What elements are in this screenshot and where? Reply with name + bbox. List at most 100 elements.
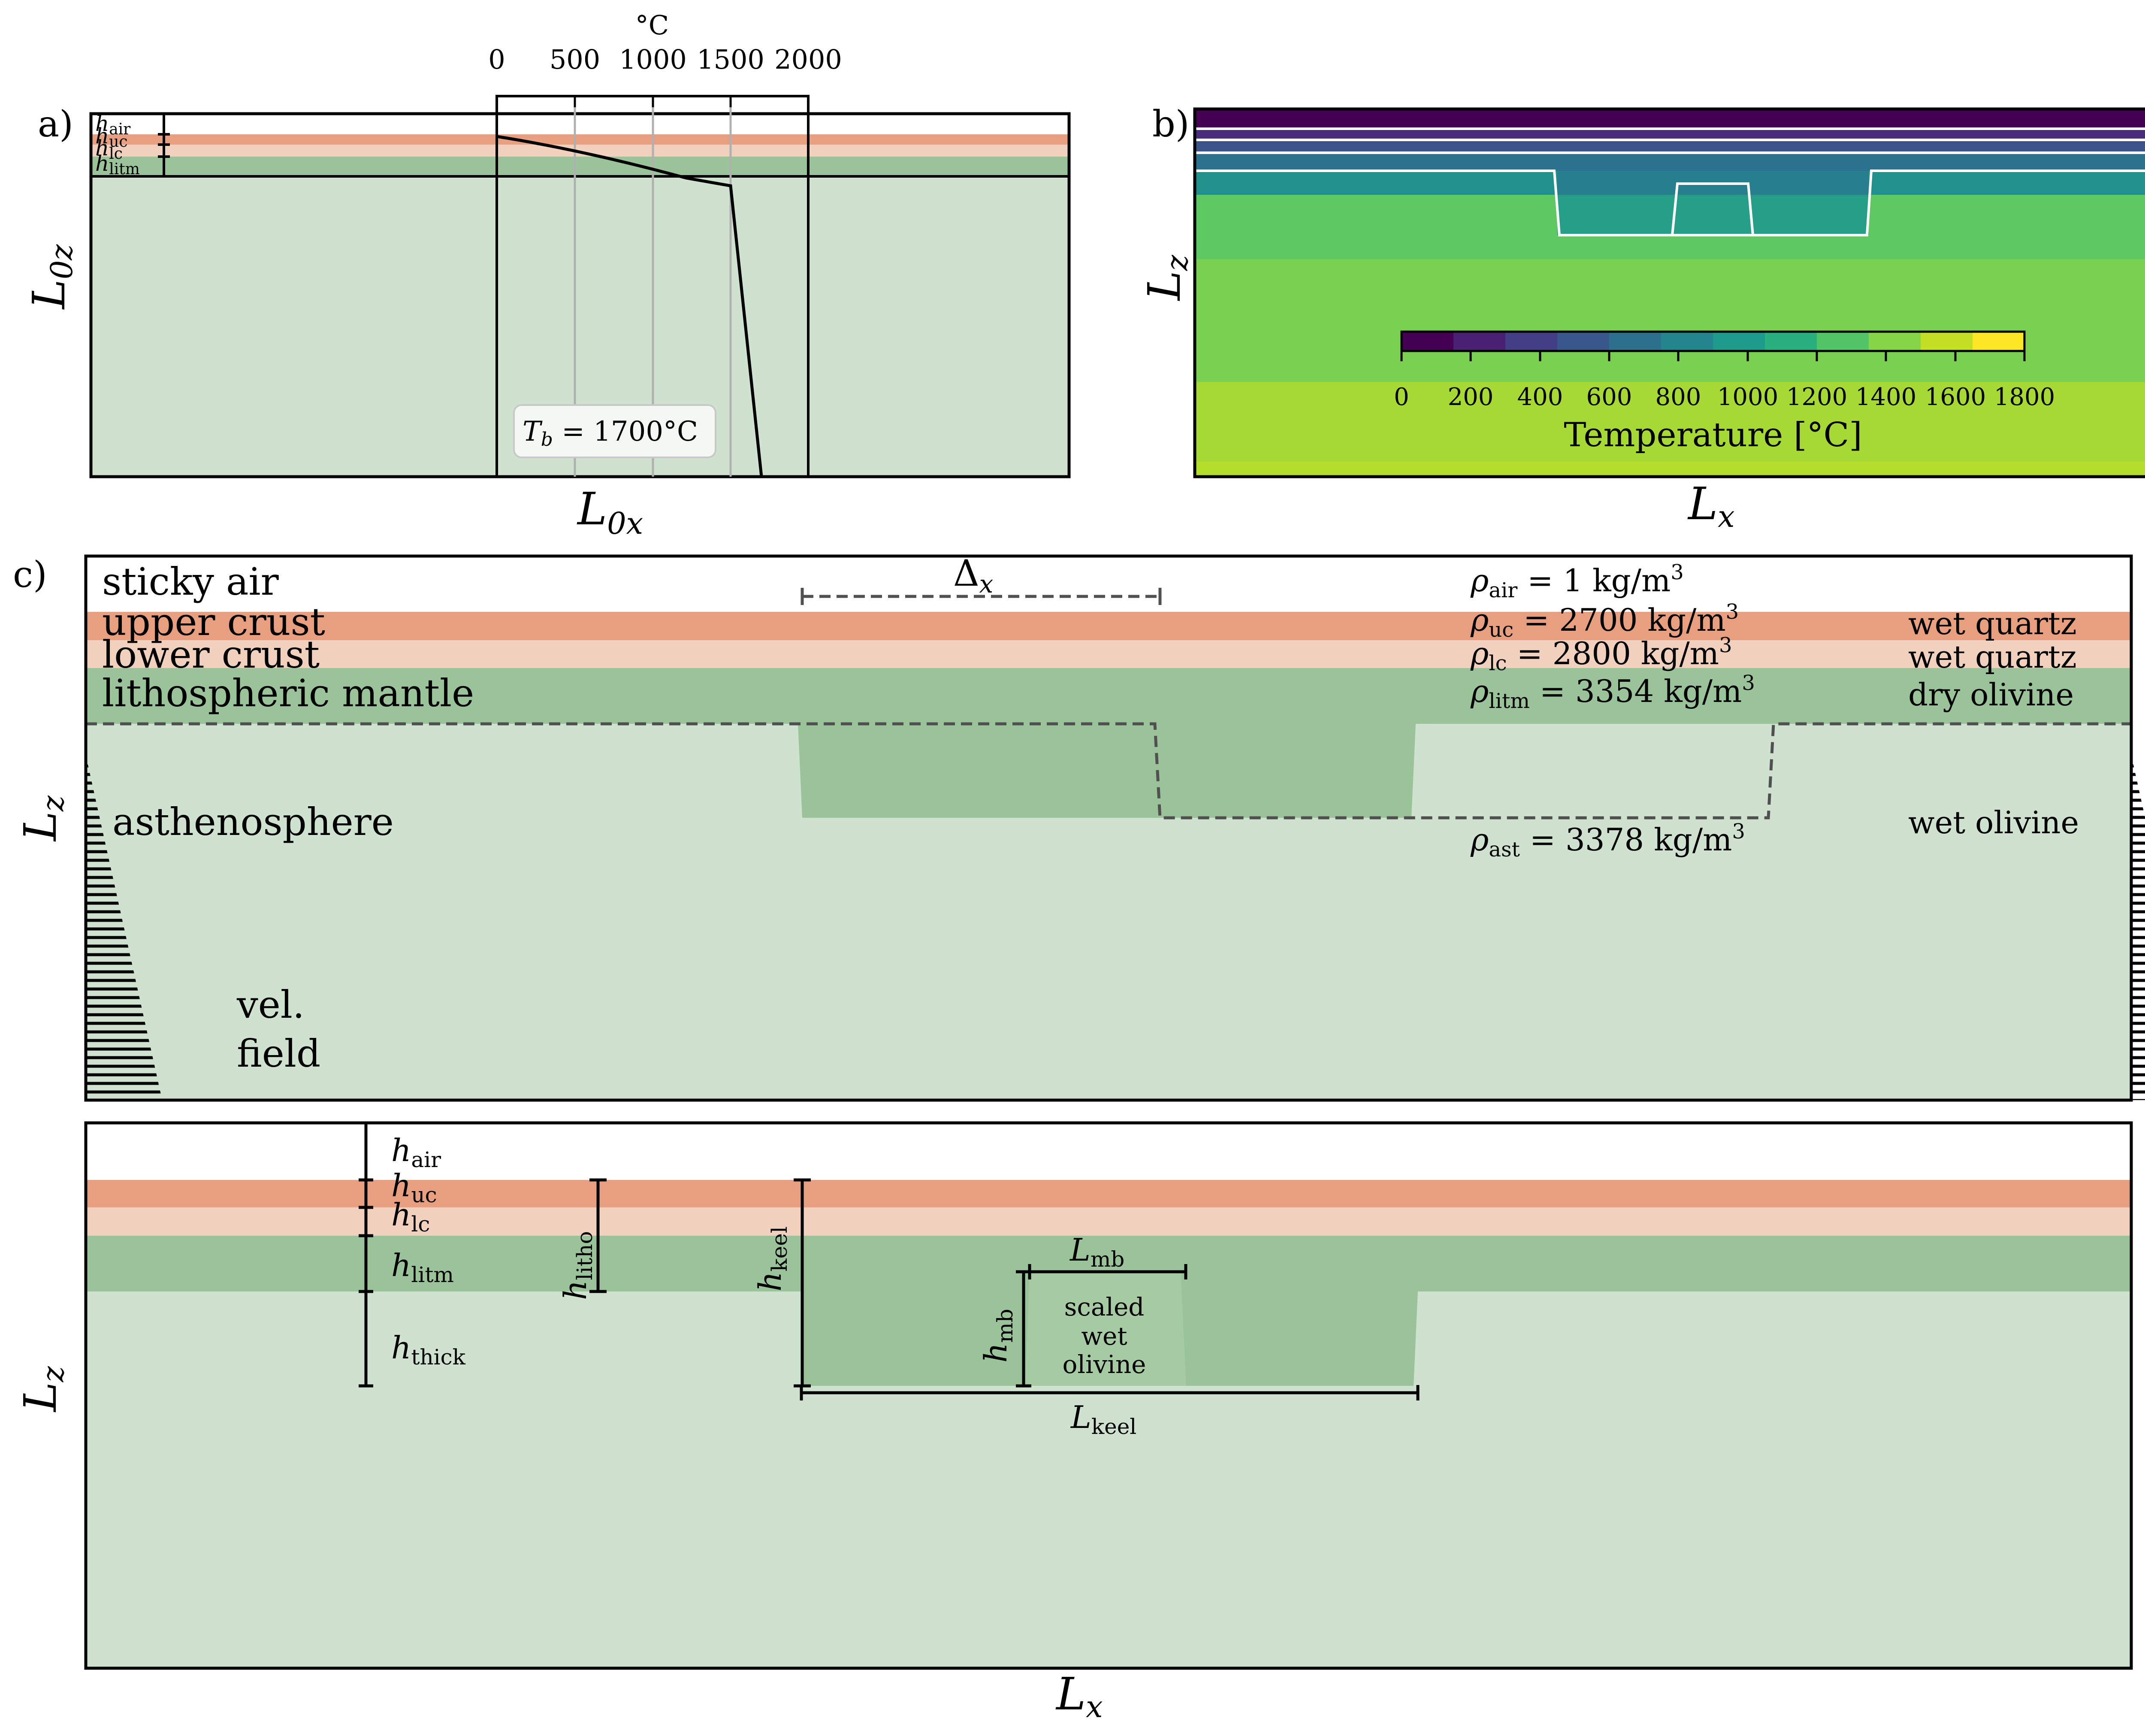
h-bracket [359,1123,373,1388]
panel-c-lower-crust [86,640,2131,668]
panel-b-label: b) [1152,103,1190,145]
colorbar-tick-label: 1800 [1994,383,2055,411]
colorbar-tick-label: 1600 [1925,383,1986,411]
panel-c-keel [798,724,1416,818]
panel-d-air [86,1123,2131,1180]
isotherm-lines [1195,127,2145,236]
mobile-belt-text: olivine [1062,1350,1146,1379]
mobile-belt-text: wet [1081,1322,1127,1351]
velocity-field-right [2131,755,2145,1100]
tb-label: Tb = 1700°C [523,416,698,451]
mobile-belt-text: scaled [1064,1292,1145,1322]
panel-a-label: a) [38,103,73,145]
density-air: ρair = 1 kg/m3 [1470,560,1684,602]
colorbar: 0 200 400 600 800 1000 1200 1400 1600 18… [1394,330,2055,454]
delta-x-label: Δx [953,552,993,599]
vel-field-label: vel. [236,983,305,1027]
delta-x-bracket [801,588,1162,605]
temp-tick-label: 0 [488,44,505,75]
h-litho-label: hlitho [557,1231,597,1300]
h-mb-label: hmb [978,1309,1018,1363]
panel-c-ylabel: Lz [14,795,71,842]
density-uc: ρuc = 2700 kg/m3 [1470,600,1739,642]
panel-d-frame [84,1121,2133,1670]
panel-a-h-lc: hlc [95,136,123,163]
temp-tick-label: 2000 [774,44,842,75]
temperature-field [1195,109,2145,477]
panel-a-upper-crust [91,134,1069,145]
panel-b: b) [1138,103,2145,534]
colorbar-tick-label: 800 [1656,383,1701,411]
panel-a-lith-mantle [91,157,1069,176]
velocity-field-left [86,755,162,1100]
panel-c-air [86,556,2131,612]
colorbar-frame [1400,330,2026,352]
vel-field-label: field [237,1031,320,1076]
rheology-uc: wet quartz [1908,605,2077,641]
lab-dashed-line [86,722,2131,820]
h-keel-label: hkeel [752,1226,792,1291]
layer-name-asthenosphere: asthenosphere [112,800,394,844]
panel-c-lith-mantle [86,668,2131,724]
colorbar-cell [1713,332,1765,351]
panel-d: hair huc hlc hlitm hthick hlitho hkeel L… [14,1121,2133,1724]
temp-unit-label: °C [635,9,669,41]
panel-c-label: c) [13,553,47,596]
panel-b-frame [1193,107,2145,478]
l-mb-label: Lmb [1069,1232,1124,1272]
h-lc-label: hlc [391,1197,430,1237]
colorbar-ticks [1400,351,2026,361]
l-keel-bracket [800,1385,1420,1400]
colorbar-cell [1973,332,2025,351]
colorbar-cell [1402,332,1454,351]
layer-name-lith-mantle: lithospheric mantle [102,671,474,715]
panel-a-ylabel: L0z [23,244,79,310]
temp-tick-label: 1000 [619,44,687,75]
panel-a-h-air: hair [95,111,131,138]
temp-tick-label: 1500 [697,44,764,75]
panel-a: a) hair huc hlc hlitm [23,9,1071,541]
h-thick-label: hthick [391,1330,466,1370]
colorbar-tick-label: 400 [1517,383,1563,411]
colorbar-tick-label: 600 [1586,383,1632,411]
colorbar-tick-label: 1400 [1855,383,1917,411]
panel-a-xlabel: L0x [577,483,643,541]
tb-label-box [513,404,716,458]
colorbar-label: Temperature [°C] [1564,416,1862,454]
rheology-litm: dry olivine [1908,677,2074,713]
panel-a-air [91,114,1069,134]
h-litho-bracket [589,1178,607,1293]
rheology-ast: wet olivine [1908,804,2079,841]
rheology-lc: wet quartz [1908,639,2077,675]
temp-tick-label: 500 [550,44,600,75]
colorbar-tick-label: 1000 [1717,383,1779,411]
h-uc-label: huc [391,1167,437,1207]
h-litm-label: hlitm [391,1247,454,1287]
l-mb-bracket [1028,1264,1187,1279]
layer-name-upper-crust: upper crust [102,600,325,644]
panel-c-upper-crust [86,612,2131,640]
density-lc: ρlc = 2800 kg/m3 [1470,633,1732,675]
temperature-profile [496,135,763,477]
temp-tick-marks [495,96,810,107]
colorbar-cell [1453,332,1506,351]
h-air-label: hair [391,1132,441,1172]
colorbar-cell [1765,332,1817,351]
panel-d-xlabel: Lx [1055,1668,1103,1724]
panel-c-frame [84,554,2133,1102]
colorbar-cell [1505,332,1558,351]
l-keel-label: Lkeel [1070,1399,1136,1439]
panel-a-h-uc: huc [95,124,128,151]
colorbar-cell [1661,332,1713,351]
panel-b-xlabel: Lx [1687,478,1735,534]
layer-name-air: sticky air [102,560,279,604]
panel-d-upper-crust [86,1180,2131,1207]
panel-b-ylabel: Lz [1138,254,1195,301]
panel-d-ylabel: Lz [14,1366,71,1412]
density-ast: ρast = 3378 kg/m3 [1470,820,1745,862]
colorbar-cell [1609,332,1662,351]
colorbar-cell [1921,332,1973,351]
panel-a-thickness-bracket [158,114,170,178]
mobile-belt [1025,1272,1186,1386]
